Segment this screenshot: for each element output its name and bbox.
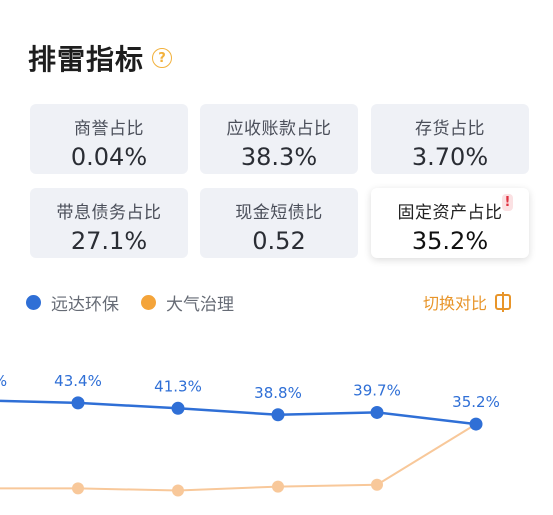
switch-compare-button[interactable]: 切换对比 [423,290,511,314]
data-label-yuanda: 41.3% [154,377,202,395]
series-line-yuanda [0,399,477,426]
metric-card-receivables[interactable]: 应收账款占比 38.3% [200,104,358,174]
data-label-yuanda: 43.4% [54,372,102,390]
metric-label: 带息债务占比 [56,203,162,223]
data-point-yuanda [370,405,384,419]
data-point-yuanda [271,408,285,422]
metric-value: 3.70% [411,143,489,171]
data-label-yuanda: 35.2% [452,393,500,411]
data-point-daqi [371,478,383,491]
metric-label: 应收账款占比 [226,119,332,139]
data-point-yuanda [469,417,483,431]
data-point-yuanda [71,396,85,410]
metric-card-interest-debt[interactable]: 带息债务占比 27.1% [30,188,188,258]
chart-legend: 远达环保 大气治理 [26,290,256,315]
data-label-yuanda: 39.7% [353,381,401,399]
metric-label: 固定资产占比 [397,203,503,223]
legend-item-yuanda[interactable]: 远达环保 [26,290,119,315]
metric-card-cash-short-debt[interactable]: 现金短债比 0.52 [200,188,358,258]
metric-card-inventory[interactable]: 存货占比 3.70% [371,104,529,174]
metric-value: 35.2% [411,227,489,255]
metric-label: 现金短债比 [235,203,323,223]
switch-icon [495,292,511,312]
data-point-yuanda [171,401,185,415]
help-icon[interactable]: ? [152,48,173,68]
metric-card-fixed-assets[interactable]: 固定资产占比 35.2% ! [371,188,529,258]
metric-card-goodwill[interactable]: 商誉占比 0.04% [30,104,188,174]
data-label-partial: % [0,372,7,390]
legend-dot-icon [26,295,41,310]
data-point-daqi [172,484,184,497]
data-point-daqi [272,480,284,493]
switch-compare-label: 切换对比 [422,294,487,313]
legend-label: 大气治理 [166,295,234,315]
title-row: 排雷指标 ? [28,38,173,78]
page-title: 排雷指标 [28,43,145,76]
legend-item-daqi[interactable]: 大气治理 [141,290,234,315]
legend-label: 远达环保 [51,295,119,315]
metric-value: 0.52 [252,227,306,255]
metric-value: 27.1% [70,227,148,255]
data-point-daqi [72,482,84,495]
metric-value: 0.04% [70,143,148,171]
metric-label: 商誉占比 [74,119,144,139]
line-chart: 43.4% 41.3% 38.8% 39.7% 35.2%% [0,372,500,497]
metric-value: 38.3% [240,143,318,171]
legend-dot-icon [141,295,156,310]
metric-label: 存货占比 [415,119,485,139]
alert-icon: ! [502,194,513,211]
data-label-yuanda: 38.8% [254,384,302,402]
series-line-daqi [0,423,477,492]
